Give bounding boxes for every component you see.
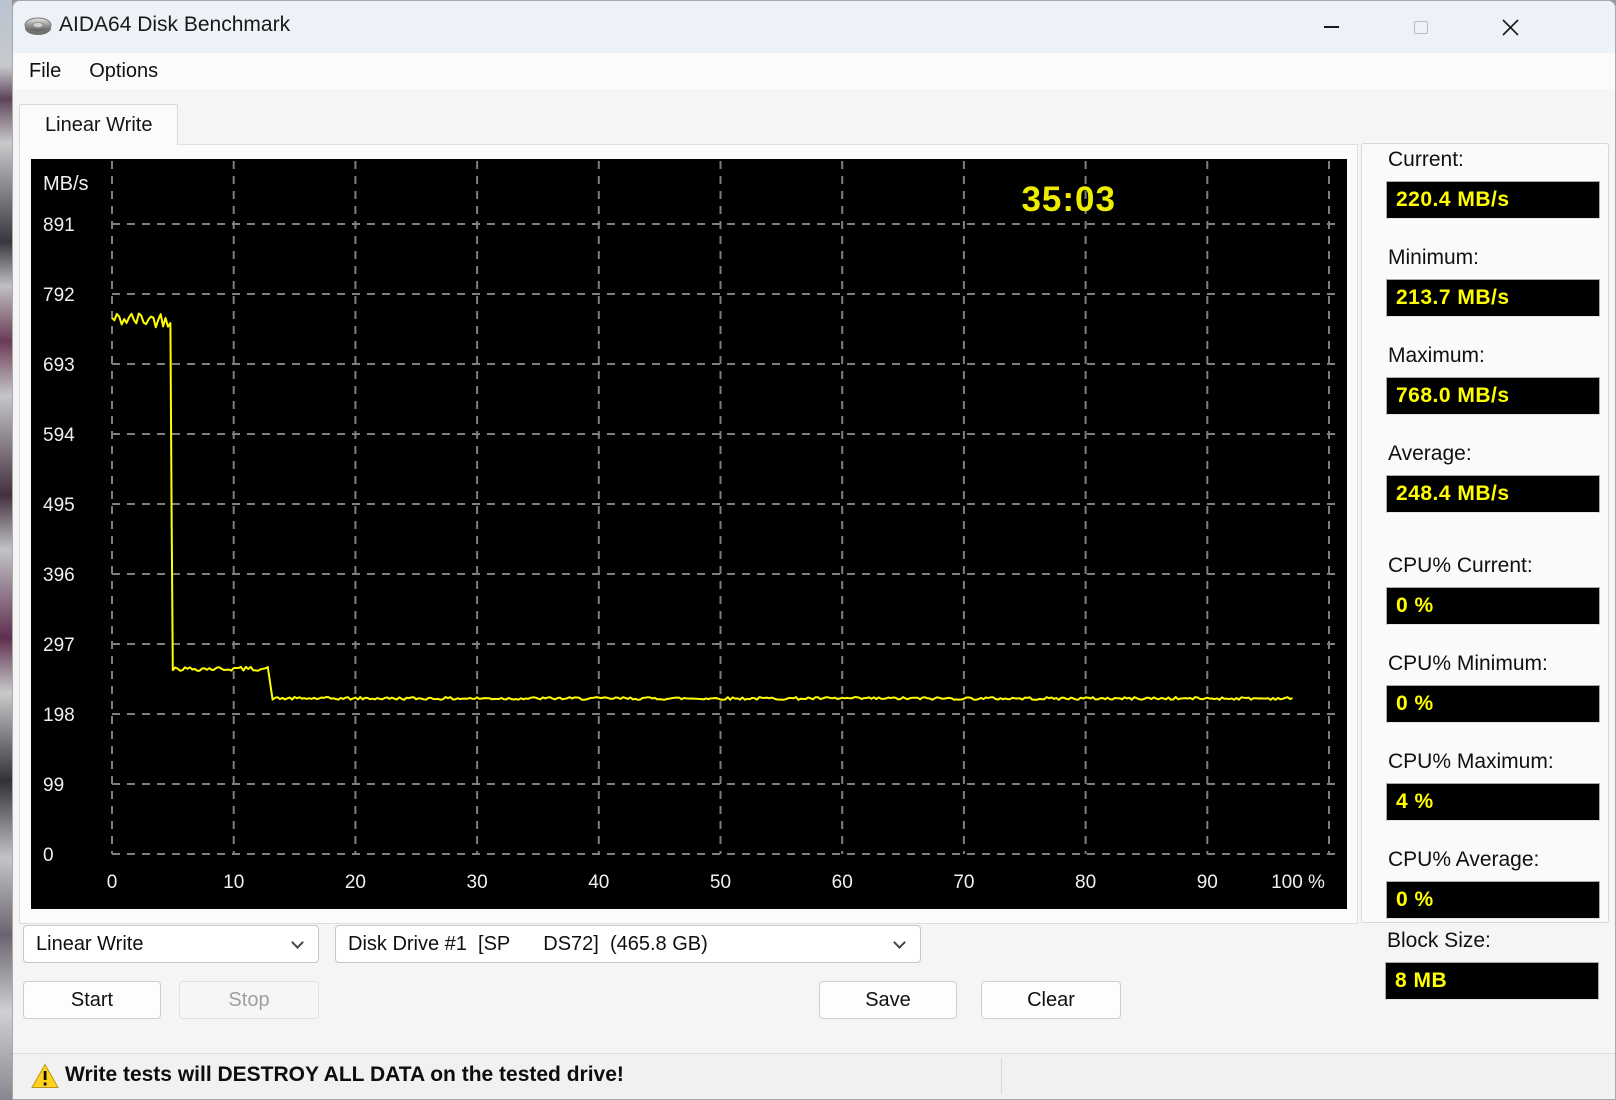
stat-value: 768.0 MB/s [1386, 377, 1600, 415]
stat-value: 220.4 MB/s [1386, 181, 1600, 219]
stat-value: 8 MB [1385, 962, 1599, 1000]
tab-linear-write[interactable]: Linear Write [19, 104, 179, 145]
stat-label: CPU% Current: [1388, 554, 1533, 577]
title-bar: AIDA64 Disk Benchmark [13, 1, 1615, 53]
y-tick-label: 396 [43, 565, 75, 586]
drive-value: Disk Drive #1 [SP DS72] (465.8 GB) [348, 932, 708, 955]
x-tick-label: 30 [467, 872, 488, 893]
app-disk-icon [24, 17, 52, 35]
stats-panel: Current: 220.4 MB/s Minimum: 213.7 MB/s … [1361, 143, 1609, 923]
window-title: AIDA64 Disk Benchmark [59, 13, 291, 36]
chevron-down-icon [291, 936, 304, 949]
stat-label: Minimum: [1388, 246, 1480, 269]
stat-value: 0 % [1386, 587, 1600, 625]
maximize-button [1392, 9, 1450, 45]
x-tick-label: 60 [832, 872, 853, 893]
y-tick-label: 693 [43, 355, 75, 376]
menu-options[interactable]: Options [89, 59, 159, 82]
y-tick-label: 0 [43, 845, 54, 866]
y-tick-label: 594 [43, 425, 75, 446]
status-bar: Write tests will DESTROY ALL DATA on the… [13, 1053, 1615, 1099]
menu-file[interactable]: File [29, 59, 62, 82]
x-tick-label: 100 % [1271, 872, 1325, 893]
stat-block-size: Block Size: 8 MB [1361, 929, 1609, 1013]
y-tick-label: 99 [43, 775, 64, 796]
clear-button[interactable]: Clear [981, 981, 1121, 1019]
desktop-background-sliver [0, 0, 12, 1100]
y-tick-label: 198 [43, 705, 75, 726]
stat-label: Block Size: [1387, 929, 1491, 952]
stop-button: Stop [179, 981, 319, 1019]
test-type-select[interactable]: Linear Write [23, 925, 319, 963]
benchmark-chart: 891 792 693 594 495 396 297 198 99 0 0 10 20 30 40 50 60… [31, 159, 1347, 909]
close-button[interactable] [1481, 9, 1539, 45]
x-tick-label: 20 [345, 872, 366, 893]
elapsed-time: 35:03 [1021, 180, 1116, 219]
stat-value: 4 % [1386, 783, 1600, 821]
stat-value: 248.4 MB/s [1386, 475, 1600, 513]
statusbar-separator [1001, 1058, 1002, 1094]
stat-label: CPU% Average: [1388, 848, 1540, 871]
y-tick-label: 891 [43, 215, 75, 236]
warning-icon [31, 1063, 59, 1088]
maximize-icon [1414, 20, 1428, 34]
test-type-value: Linear Write [36, 932, 144, 955]
y-tick-label: 495 [43, 495, 75, 516]
stat-value: 0 % [1386, 685, 1600, 723]
menu-bar: File Options [13, 53, 1615, 89]
y-tick-label: 792 [43, 285, 75, 306]
minimize-icon [1323, 26, 1339, 28]
benchmark-chart-svg: 891 792 693 594 495 396 297 198 99 0 0 10 20 30 40 50 60… [43, 161, 1341, 893]
x-tick-label: 50 [710, 872, 731, 893]
x-tick-label: 70 [953, 872, 974, 893]
stat-value: 0 % [1386, 881, 1600, 919]
x-tick-label: 0 [107, 872, 118, 893]
start-button[interactable]: Start [23, 981, 161, 1019]
stat-label: Current: [1388, 148, 1464, 171]
save-button[interactable]: Save [819, 981, 957, 1019]
x-tick-label: 40 [588, 872, 609, 893]
close-icon [1501, 18, 1519, 36]
app-window: AIDA64 Disk Benchmark File Options Linea… [12, 0, 1616, 1100]
stat-label: CPU% Minimum: [1388, 652, 1548, 675]
x-tick-label: 10 [223, 872, 244, 893]
stat-label: CPU% Maximum: [1388, 750, 1554, 773]
chevron-down-icon [893, 936, 906, 949]
stat-label: Maximum: [1388, 344, 1485, 367]
y-axis-unit-label: MB/s [43, 173, 89, 195]
x-tick-label: 90 [1197, 872, 1218, 893]
stat-label: Average: [1388, 442, 1472, 465]
stat-value: 213.7 MB/s [1386, 279, 1600, 317]
warning-text: Write tests will DESTROY ALL DATA on the… [65, 1063, 624, 1086]
y-tick-label: 297 [43, 635, 75, 656]
minimize-button[interactable] [1302, 9, 1360, 45]
drive-select[interactable]: Disk Drive #1 [SP DS72] (465.8 GB) [335, 925, 921, 963]
x-tick-label: 80 [1075, 872, 1096, 893]
throughput-line [111, 312, 1293, 701]
